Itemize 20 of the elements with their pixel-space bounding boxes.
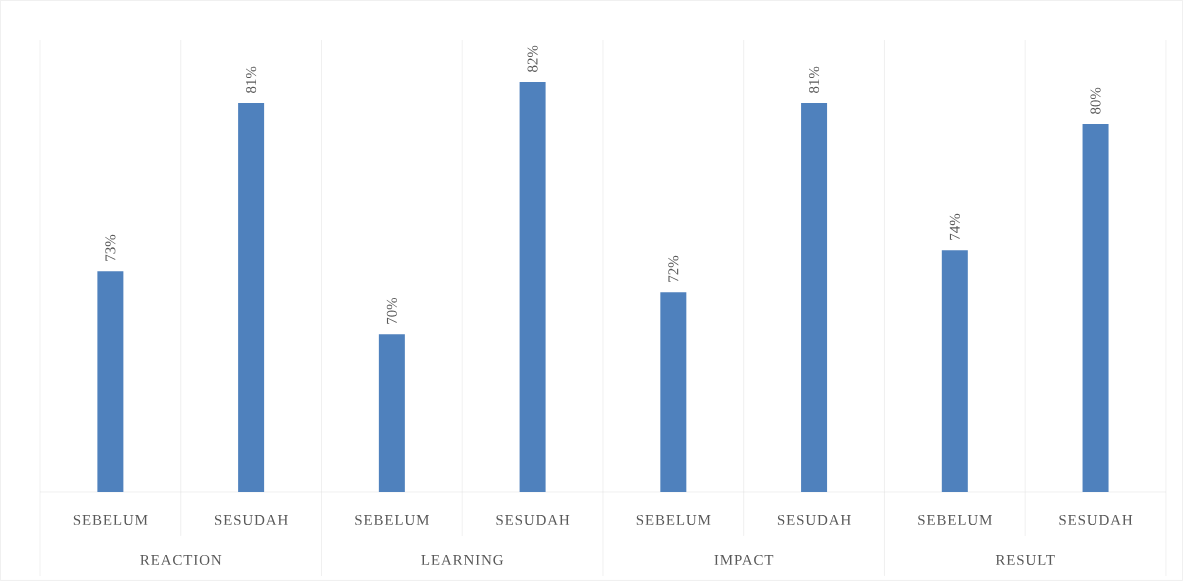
data-label: 73% [105,234,116,261]
text: RESULT [995,554,1055,565]
data-label: 82% [527,45,538,72]
x-tick-label: SESUDAH [1059,514,1133,525]
text: REACTION [140,554,222,565]
text: IMPACT [714,554,774,565]
data-label: 70% [386,297,397,324]
x-tick-label: SESUDAH [777,514,851,525]
data-label: 72% [668,255,679,282]
x-tick-label: SESUDAH [496,514,570,525]
x-tick-label: SEBELUM [73,514,148,525]
x-tick-label: SEBELUM [918,514,992,525]
text: LEARNING [421,554,504,565]
x-tick-label: SEBELUM [355,514,429,525]
x-tick-label: SEBELUM [636,514,711,525]
data-label: 74% [949,213,960,240]
x-tick-label: SESUDAH [214,514,288,525]
data-label: 81% [246,66,257,93]
data-label: 81% [809,66,820,93]
data-label: 80% [1090,87,1101,114]
